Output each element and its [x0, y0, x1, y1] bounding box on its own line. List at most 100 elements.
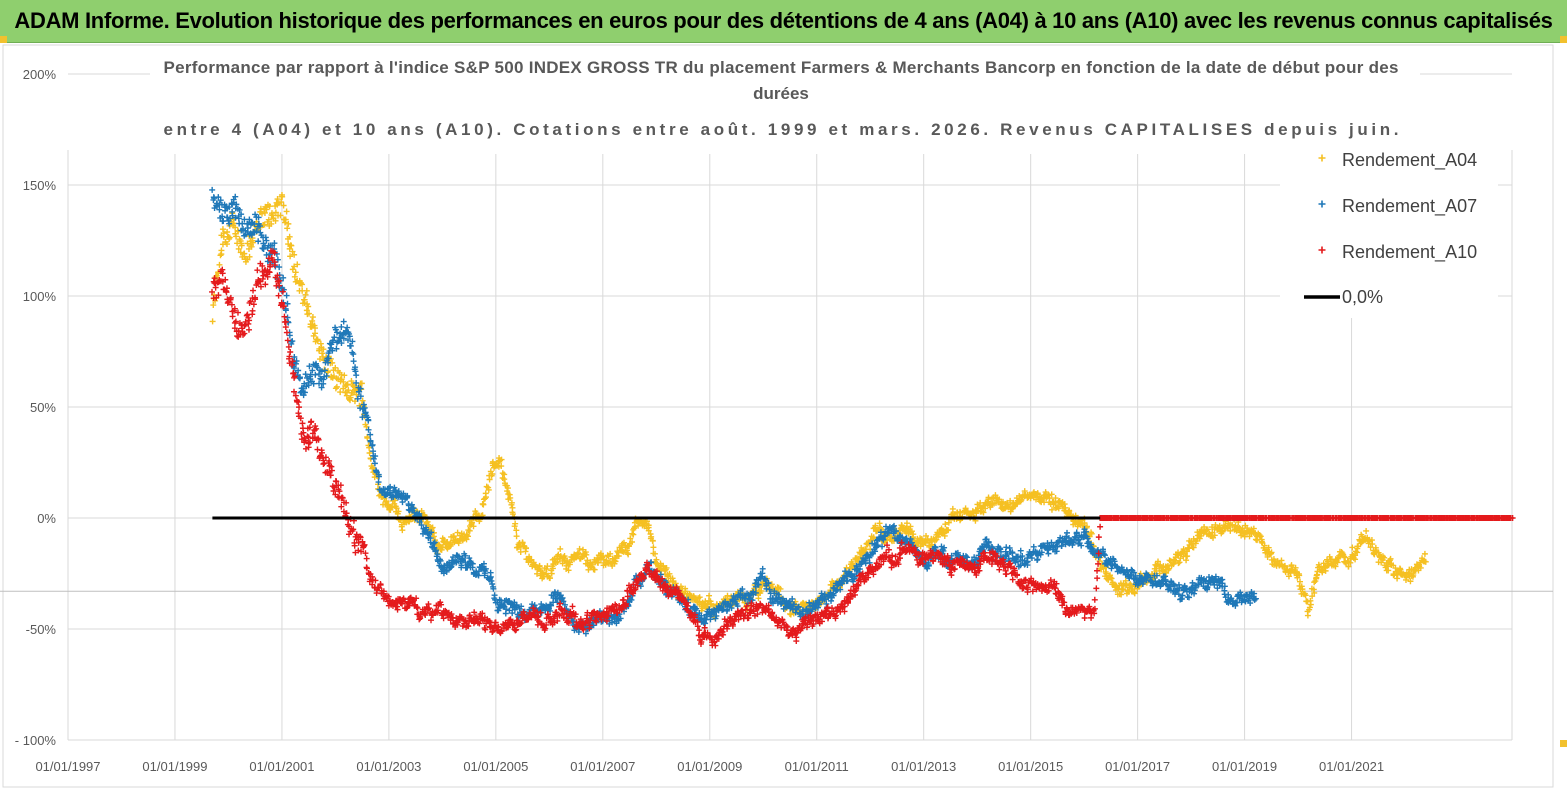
point-Rendement_A10: [314, 446, 321, 453]
x-tick-label: 01/01/2021: [1319, 759, 1384, 774]
point-Rendement_A10: [632, 586, 639, 593]
point-Rendement_A07: [301, 389, 308, 396]
point-Rendement_A07: [335, 338, 342, 345]
point-Rendement_A07: [837, 586, 844, 593]
point-Rendement_A07: [1204, 584, 1211, 591]
point-Rendement_A04: [303, 287, 310, 294]
point-Rendement_A10: [241, 322, 248, 329]
point-Rendement_A04: [216, 261, 223, 268]
point-Rendement_A10: [534, 608, 541, 615]
point-Rendement_A10: [712, 642, 719, 649]
point-Rendement_A07: [582, 630, 589, 637]
point-Rendement_A04: [587, 564, 594, 571]
point-Rendement_A04: [332, 364, 339, 371]
point-Rendement_A04: [1372, 544, 1379, 551]
point-Rendement_A04: [317, 340, 324, 347]
point-Rendement_A07: [318, 384, 325, 391]
point-Rendement_A04: [319, 350, 326, 357]
point-Rendement_A07: [907, 535, 914, 542]
point-Rendement_A04: [903, 520, 910, 527]
point-Rendement_A10: [683, 599, 690, 606]
point-Rendement_A04: [279, 193, 286, 200]
point-Rendement_A07: [338, 323, 345, 330]
point-Rendement_A10: [569, 603, 576, 610]
point-Rendement_A10: [343, 510, 350, 517]
point-Rendement_A07: [814, 604, 821, 611]
point-Rendement_A10: [279, 288, 286, 295]
point-Rendement_A10: [313, 425, 320, 432]
point-Rendement_A10: [719, 628, 726, 635]
point-Rendement_A04: [522, 545, 529, 552]
point-Rendement_A04: [291, 251, 298, 258]
point-Rendement_A07: [344, 324, 351, 331]
point-Rendement_A07: [1009, 550, 1016, 557]
point-Rendement_A10: [209, 288, 216, 295]
point-Rendement_A07: [617, 615, 624, 622]
point-Rendement_A07: [430, 540, 437, 547]
point-Rendement_A07: [1252, 595, 1259, 602]
point-Rendement_A04: [1016, 492, 1023, 499]
point-Rendement_A10: [735, 616, 742, 623]
point-Rendement_A04: [272, 209, 279, 216]
point-Rendement_A10: [696, 632, 703, 639]
point-Rendement_A04: [513, 527, 520, 534]
x-tick-label: 01/01/2001: [249, 759, 314, 774]
point-Rendement_A10: [824, 615, 831, 622]
point-Rendement_A07: [329, 347, 336, 354]
point-Rendement_A04: [1296, 572, 1303, 579]
point-Rendement_A04: [292, 269, 299, 276]
point-Rendement_A04: [455, 540, 462, 547]
point-Rendement_A04: [1332, 563, 1339, 570]
point-Rendement_A04: [1417, 564, 1424, 571]
point-Rendement_A07: [828, 597, 835, 604]
x-tick-label: 01/01/2005: [463, 759, 528, 774]
x-tick-label: 01/01/2013: [891, 759, 956, 774]
data-points: [209, 186, 1516, 649]
point-Rendement_A04: [546, 574, 553, 581]
point-Rendement_A10: [745, 615, 752, 622]
point-Rendement_A04: [624, 550, 631, 557]
point-Rendement_A04: [1387, 555, 1394, 562]
point-Rendement_A04: [949, 505, 956, 512]
point-Rendement_A10: [291, 373, 298, 380]
point-Rendement_A10: [701, 624, 708, 631]
point-Rendement_A04: [1163, 570, 1170, 577]
x-tick-label: 01/01/2017: [1105, 759, 1170, 774]
point-Rendement_A10: [362, 550, 369, 557]
point-Rendement_A04: [509, 511, 516, 518]
point-Rendement_A07: [333, 345, 340, 352]
point-Rendement_A04: [1381, 554, 1388, 561]
point-Rendement_A04: [1285, 573, 1292, 580]
point-Rendement_A10: [281, 313, 288, 320]
point-Rendement_A04: [1257, 533, 1264, 540]
point-Rendement_A10: [326, 468, 333, 475]
point-Rendement_A07: [255, 238, 262, 245]
point-Rendement_A04: [1369, 541, 1376, 548]
point-Rendement_A04: [1061, 501, 1068, 508]
point-Rendement_A04: [312, 330, 319, 337]
point-Rendement_A10: [870, 571, 877, 578]
point-Rendement_A10: [697, 640, 704, 647]
point-Rendement_A07: [428, 529, 435, 536]
point-Rendement_A10: [1009, 576, 1016, 583]
point-Rendement_A04: [249, 239, 256, 246]
point-Rendement_A04: [649, 537, 656, 544]
point-Rendement_A04: [482, 490, 489, 497]
point-Rendement_A10: [275, 292, 282, 299]
point-Rendement_A04: [277, 212, 284, 219]
point-Rendement_A10: [630, 590, 637, 597]
point-Rendement_A07: [332, 326, 339, 333]
point-Rendement_A10: [212, 284, 219, 291]
point-Rendement_A04: [653, 556, 660, 563]
point-Rendement_A10: [1029, 588, 1036, 595]
point-Rendement_A04: [1268, 549, 1275, 556]
point-Rendement_A04: [724, 592, 731, 599]
point-Rendement_A10: [274, 272, 281, 279]
point-Rendement_A07: [872, 548, 879, 555]
point-Rendement_A07: [220, 217, 227, 224]
point-Rendement_A04: [1227, 527, 1234, 534]
point-Rendement_A04: [340, 378, 347, 385]
point-Rendement_A07: [776, 594, 783, 601]
point-Rendement_A07: [1175, 591, 1182, 598]
point-Rendement_A07: [315, 371, 322, 378]
